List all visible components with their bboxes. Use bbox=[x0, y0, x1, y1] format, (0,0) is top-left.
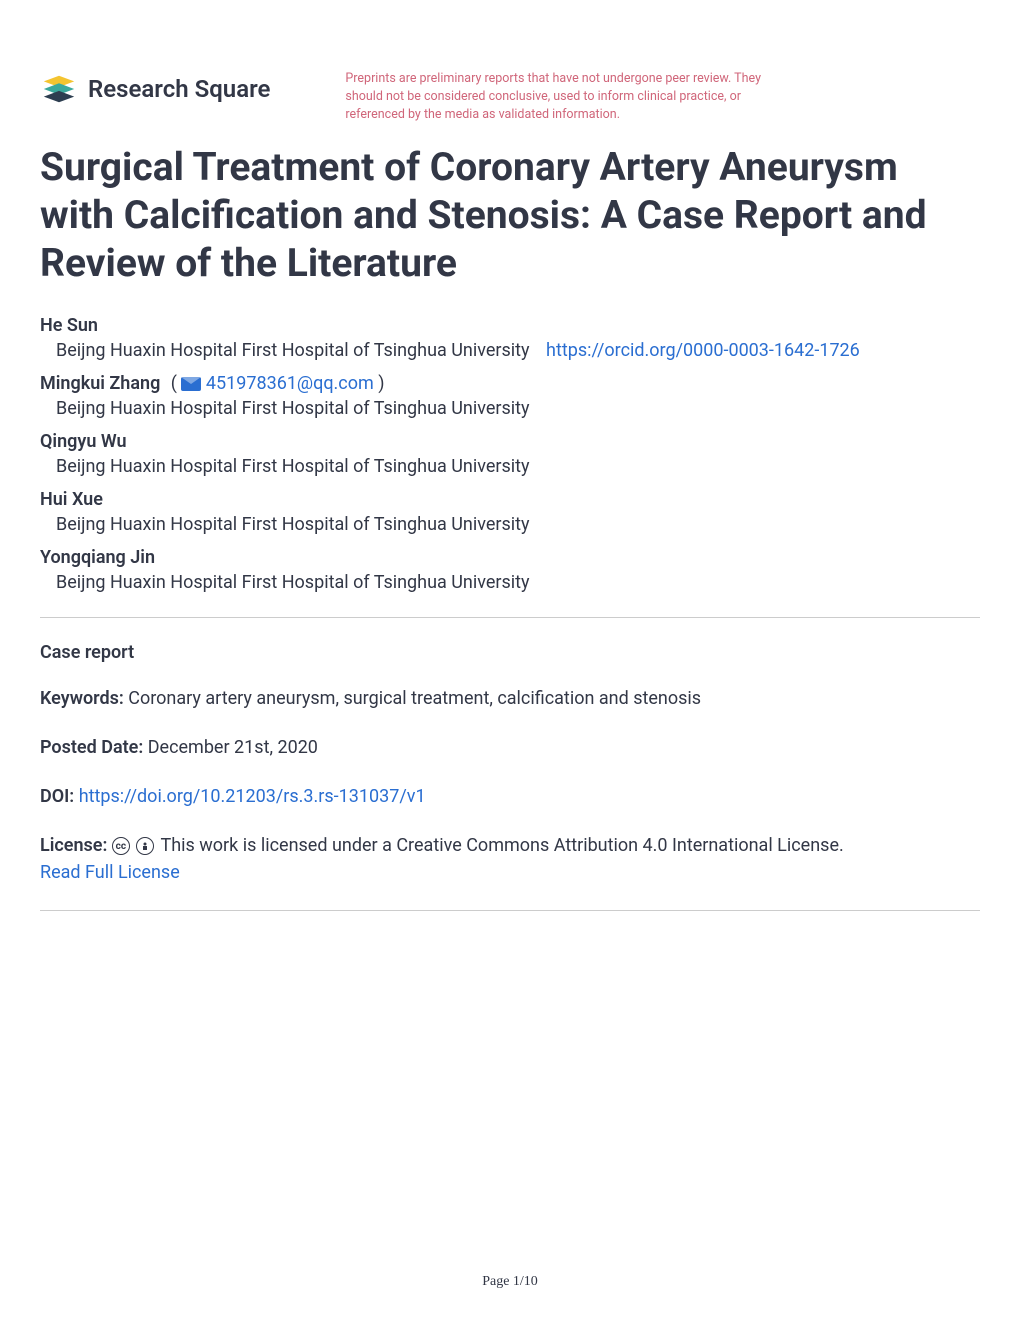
divider bbox=[40, 910, 980, 911]
corresponding-email-link[interactable]: 451978361@qq.com bbox=[206, 373, 374, 394]
author-block: Yongqiang Jin Beijng Huaxin Hospital Fir… bbox=[40, 547, 980, 593]
author-block: Hui Xue Beijng Huaxin Hospital First Hos… bbox=[40, 489, 980, 535]
envelope-icon bbox=[181, 377, 201, 391]
author-name: Qingyu Wu bbox=[40, 431, 127, 452]
posted-date-label: Posted Date: bbox=[40, 737, 143, 758]
author-name: He Sun bbox=[40, 315, 98, 336]
license-line: License: cc This work is licensed under … bbox=[40, 832, 980, 886]
by-icon bbox=[136, 837, 154, 855]
logo-text: Research Square bbox=[88, 75, 270, 103]
keywords-label: Keywords: bbox=[40, 688, 124, 709]
author-affiliation: Beijng Huaxin Hospital First Hospital of… bbox=[40, 572, 980, 593]
cc-icon: cc bbox=[112, 837, 130, 855]
author-affiliation: Beijng Huaxin Hospital First Hospital of… bbox=[40, 514, 980, 535]
author-name: Hui Xue bbox=[40, 489, 103, 510]
page-number: Page 1/10 bbox=[482, 1274, 538, 1290]
corresponding-author-marker: ( 451978361@qq.com ) bbox=[166, 373, 384, 394]
logo[interactable]: Research Square bbox=[40, 70, 270, 108]
doi-link[interactable]: https://doi.org/10.21203/rs.3.rs-131037/… bbox=[79, 786, 426, 807]
author-name: Yongqiang Jin bbox=[40, 547, 155, 568]
author-block: He Sun Beijng Huaxin Hospital First Hosp… bbox=[40, 315, 980, 361]
article-title: Surgical Treatment of Coronary Artery An… bbox=[40, 144, 980, 287]
header: Research Square Preprints are preliminar… bbox=[40, 70, 980, 124]
license-text: This work is licensed under a Creative C… bbox=[160, 835, 843, 856]
orcid-link[interactable]: https://orcid.org/0000-0003-1642-1726 bbox=[546, 340, 860, 361]
posted-date-line: Posted Date: December 21st, 2020 bbox=[40, 734, 980, 761]
author-affiliation: Beijng Huaxin Hospital First Hospital of… bbox=[40, 340, 980, 361]
preprint-disclaimer: Preprints are preliminary reports that h… bbox=[345, 70, 795, 124]
doi-line: DOI: https://doi.org/10.21203/rs.3.rs-13… bbox=[40, 783, 980, 810]
keywords-text: Coronary artery aneurysm, surgical treat… bbox=[128, 688, 701, 709]
license-link[interactable]: Read Full License bbox=[40, 862, 180, 883]
author-affiliation: Beijng Huaxin Hospital First Hospital of… bbox=[40, 456, 980, 477]
license-label: License: bbox=[40, 835, 107, 856]
research-square-logo-icon bbox=[40, 70, 78, 108]
author-affiliation: Beijng Huaxin Hospital First Hospital of… bbox=[40, 398, 980, 419]
article-type: Case report bbox=[40, 642, 980, 663]
posted-date-text: December 21st, 2020 bbox=[148, 737, 318, 758]
doi-label: DOI: bbox=[40, 786, 74, 807]
keywords-line: Keywords: Coronary artery aneurysm, surg… bbox=[40, 685, 980, 712]
author-block: Mingkui Zhang ( 451978361@qq.com ) Beijn… bbox=[40, 373, 980, 419]
author-block: Qingyu Wu Beijng Huaxin Hospital First H… bbox=[40, 431, 980, 477]
divider bbox=[40, 617, 980, 618]
author-name: Mingkui Zhang ( 451978361@qq.com ) bbox=[40, 373, 385, 394]
